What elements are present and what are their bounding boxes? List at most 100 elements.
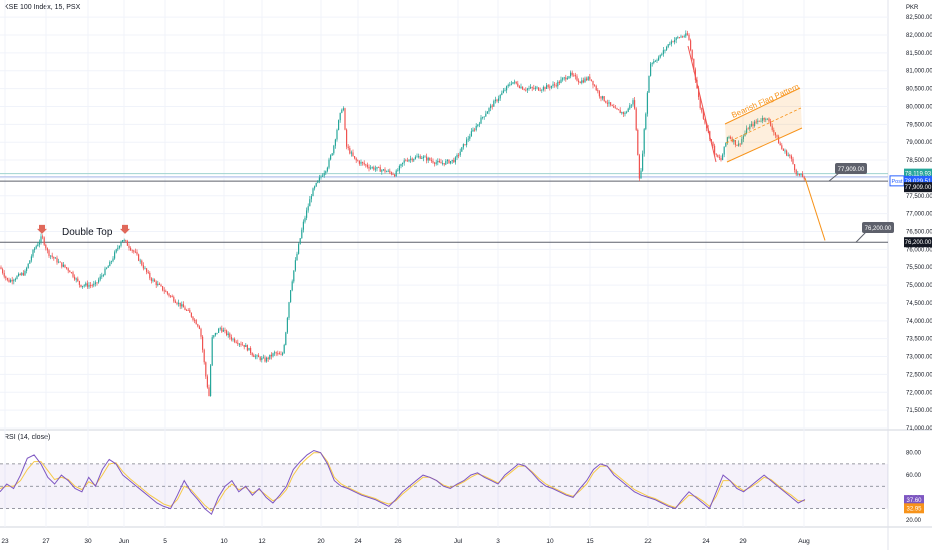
candle-body <box>430 160 432 161</box>
candle-body <box>757 120 759 122</box>
candle-body <box>285 332 287 345</box>
candle-body <box>688 34 690 41</box>
candle-body <box>774 132 776 136</box>
y-tick-label: 72,500.00 <box>906 372 932 378</box>
candle-body <box>531 87 533 88</box>
candle-body <box>64 264 66 268</box>
candle-body <box>136 251 138 255</box>
candle-body <box>270 354 272 357</box>
candle-body <box>106 267 108 269</box>
candle-body <box>750 123 752 126</box>
candle-body <box>130 247 132 251</box>
candle-body <box>390 172 392 175</box>
candle-body <box>62 264 64 267</box>
candle-body <box>347 146 349 149</box>
candle-body <box>120 241 122 246</box>
candle-body <box>162 286 164 291</box>
candle-body <box>462 144 464 148</box>
candle-body <box>475 125 477 130</box>
candle-body <box>782 148 784 151</box>
candle-body <box>102 275 104 276</box>
candle-body <box>219 328 221 329</box>
price-tag <box>904 237 932 248</box>
candle-body <box>80 284 82 287</box>
candle-body <box>158 283 160 285</box>
candle-body <box>368 166 370 169</box>
candle-body <box>421 158 423 159</box>
candle-body <box>474 129 476 131</box>
candle-body <box>240 343 242 345</box>
candle-body <box>693 58 695 70</box>
candle-body <box>736 144 738 146</box>
candle-body <box>352 152 354 157</box>
candle-body <box>526 88 528 90</box>
candle-body <box>746 128 748 134</box>
candle-body <box>461 147 463 152</box>
candle-body <box>541 89 543 91</box>
candle-body <box>301 229 303 239</box>
candle-body <box>254 356 256 358</box>
candle-body <box>426 156 428 161</box>
candle-body <box>371 167 373 168</box>
candle-body <box>330 155 332 160</box>
candle-body <box>139 260 141 262</box>
candle-body <box>74 276 76 280</box>
candle-body <box>798 173 800 176</box>
candle-body <box>730 137 732 139</box>
candle-body <box>208 387 210 397</box>
candle-body <box>88 285 90 287</box>
candle-body <box>762 117 764 121</box>
candle-body <box>397 170 399 172</box>
candle-body <box>138 254 140 261</box>
candle-body <box>443 163 445 165</box>
candle-body <box>178 302 180 304</box>
candle-body <box>232 338 234 340</box>
candle-body <box>336 129 338 140</box>
candle-body <box>13 280 15 282</box>
y-tick-label: 80,000.00 <box>906 104 932 110</box>
candle-body <box>632 100 634 105</box>
candle-body <box>302 221 304 230</box>
candle-body <box>618 109 620 111</box>
candle-body <box>53 256 55 259</box>
candle-body <box>21 273 23 275</box>
candle-body <box>298 244 300 254</box>
candle-body <box>320 176 322 178</box>
candle-body <box>539 90 541 92</box>
candle-body <box>90 285 92 286</box>
candle-body <box>453 159 455 163</box>
candle-body <box>243 344 245 347</box>
candle-body <box>656 60 658 62</box>
candle-body <box>467 138 469 140</box>
candle-body <box>40 236 42 242</box>
candle-body <box>683 36 685 38</box>
y-tick-label: 81,500.00 <box>906 51 932 57</box>
y-tick-label: 77,500.00 <box>906 194 932 200</box>
candle-body <box>760 120 762 122</box>
level-label: 77,909.00 <box>838 167 865 173</box>
candle-body <box>357 160 359 162</box>
candle-body <box>398 165 400 171</box>
candle-body <box>392 174 394 175</box>
candle-body <box>781 145 783 149</box>
candle-body <box>104 268 106 276</box>
candle-body <box>547 85 549 87</box>
candle-body <box>48 250 50 256</box>
candle-body <box>438 160 440 163</box>
candle-body <box>166 291 168 294</box>
candle-body <box>30 256 32 261</box>
candle-body <box>702 111 704 119</box>
x-tick-label: 10 <box>220 538 228 545</box>
y-tick-label: 74,500.00 <box>906 301 932 307</box>
candle-body <box>61 262 63 267</box>
candle-body <box>483 116 485 118</box>
currency-label: PKR <box>906 5 919 11</box>
candle-body <box>570 72 572 77</box>
candle-body <box>408 159 410 162</box>
candle-body <box>394 174 396 177</box>
candle-body <box>565 77 567 80</box>
candle-body <box>606 102 608 104</box>
candle-body <box>155 281 157 286</box>
candle-body <box>152 279 154 281</box>
